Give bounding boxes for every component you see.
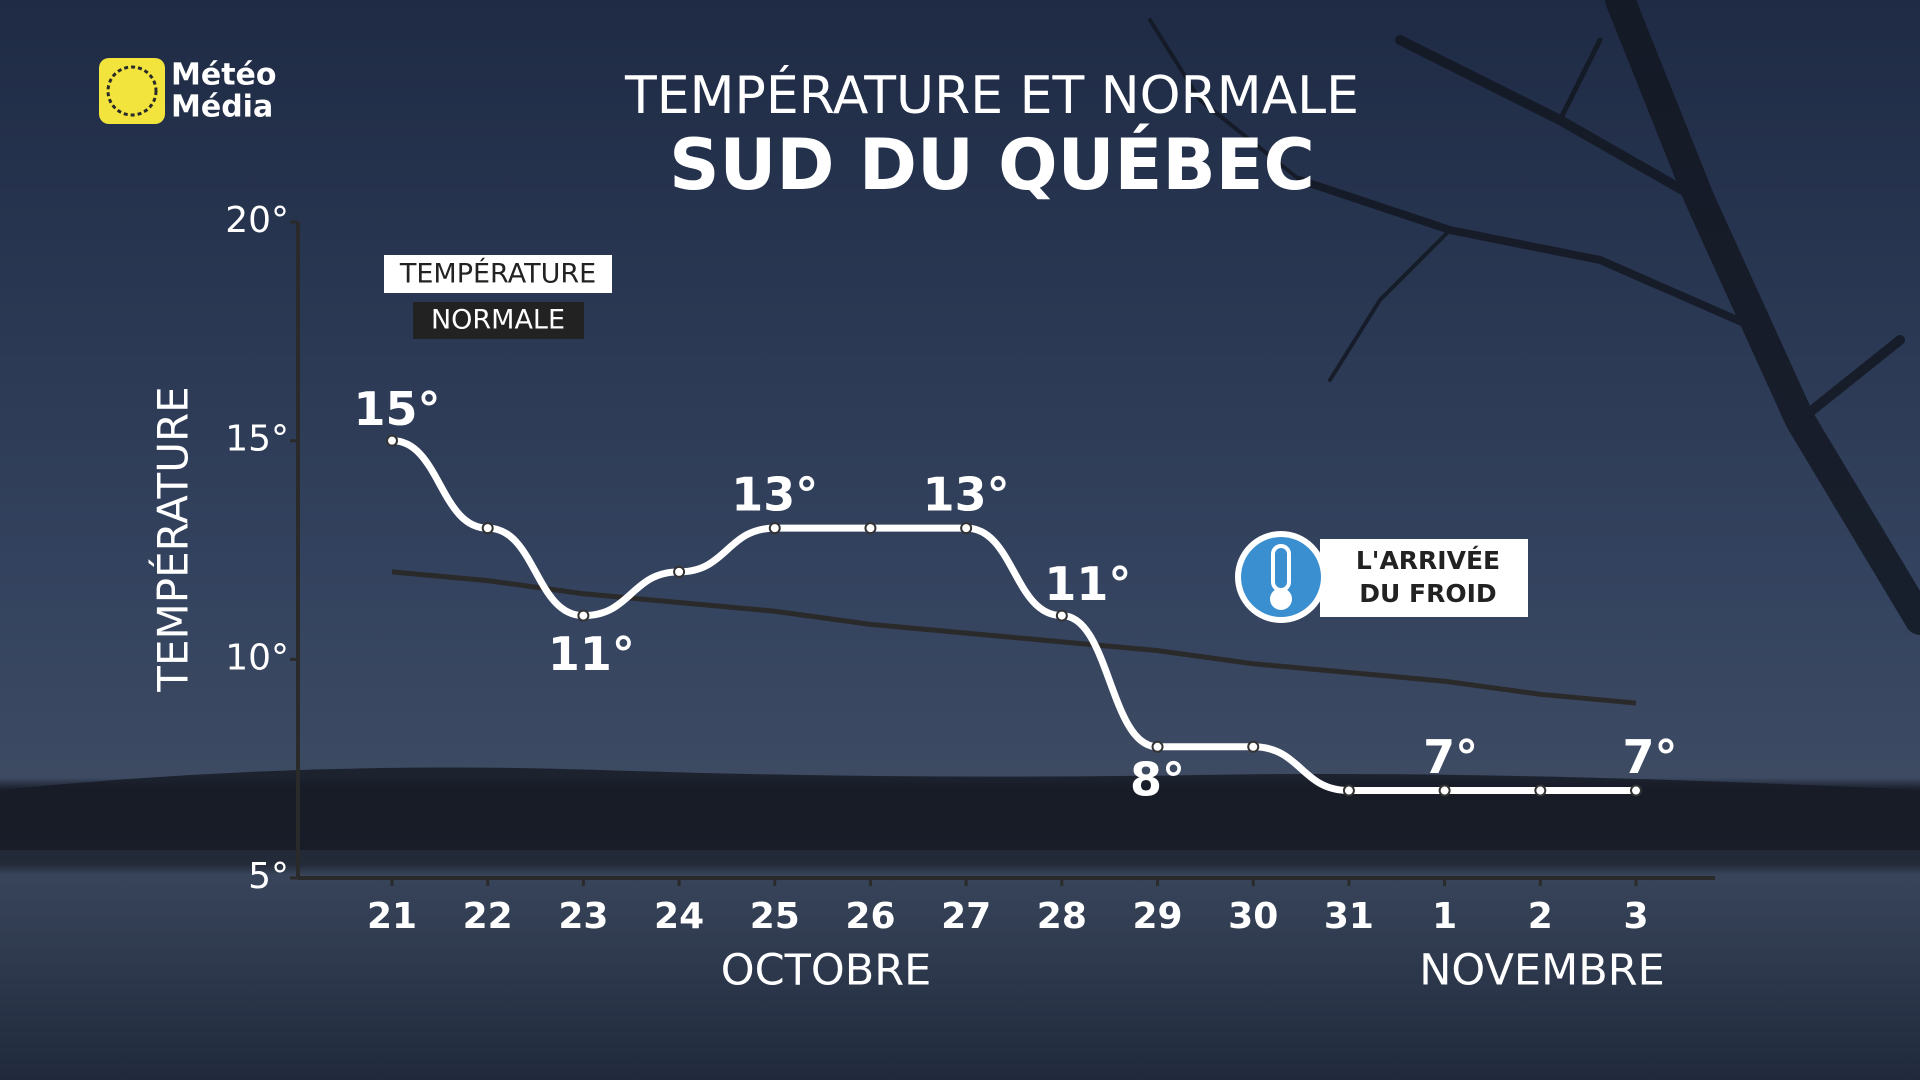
data-point [481, 522, 494, 535]
data-point [386, 434, 398, 447]
logo-text: Météo [171, 58, 277, 93]
value-label: 7° [1622, 730, 1677, 784]
data-point [1151, 740, 1164, 753]
x-tick-label: 31 [1324, 896, 1374, 937]
legend-box [384, 255, 612, 293]
value-label: 13° [923, 468, 1010, 522]
legend-label: NORMALE [431, 305, 565, 336]
thermometer-bulb [1270, 588, 1292, 610]
y-tick-label: 5° [248, 856, 289, 897]
value-label: 15° [353, 382, 440, 436]
data-point [768, 522, 781, 535]
legend-box [413, 302, 584, 339]
chart-title: TEMPÉRATURE ET NORMALE [624, 65, 1359, 126]
tree-branches [1148, 0, 1920, 635]
x-tick-label: 1 [1432, 896, 1457, 937]
data-point [673, 565, 686, 578]
x-tick-label: 29 [1132, 896, 1182, 937]
y-tick-label: 20° [225, 200, 289, 241]
value-label: 11° [1044, 557, 1131, 611]
x-tick-label: 24 [654, 896, 704, 937]
value-label: 8° [1130, 752, 1185, 806]
data-point [1534, 784, 1547, 797]
x-group-label: OCTOBRE [721, 946, 932, 996]
data-point [577, 609, 590, 622]
callout-box [1320, 539, 1528, 617]
x-tick-label: 26 [845, 896, 895, 937]
x-tick-label: 30 [1228, 896, 1278, 937]
y-tick-label: 10° [225, 637, 289, 678]
data-point [960, 522, 973, 535]
data-point [1630, 784, 1642, 797]
x-tick-label: 22 [463, 896, 513, 937]
logo-text: Média [171, 90, 273, 125]
callout-text: L'ARRIVÉE [1356, 546, 1500, 575]
logo-globe [106, 65, 158, 117]
callout-text: DU FROID [1359, 579, 1496, 608]
data-point [1438, 784, 1451, 797]
x-group-label: NOVEMBRE [1419, 946, 1665, 996]
y-axis-label: TEMPÉRATURE [148, 386, 198, 692]
legend-label: TEMPÉRATURE [399, 258, 596, 290]
callout-icon [1241, 537, 1321, 617]
y-tick-label: 15° [225, 419, 289, 460]
x-tick-label: 28 [1037, 896, 1087, 937]
value-label: 7° [1423, 730, 1478, 784]
x-tick-label: 25 [750, 896, 800, 937]
x-tick-label: 21 [367, 896, 417, 937]
x-tick-label: 2 [1528, 896, 1553, 937]
value-label: 11° [548, 627, 635, 681]
temperature-line [391, 437, 1636, 795]
chart-subtitle: SUD DU QUÉBEC [669, 124, 1315, 206]
data-point [1342, 784, 1355, 797]
x-tick-label: 3 [1623, 896, 1648, 937]
x-tick-label: 23 [558, 896, 608, 937]
normal-line [391, 569, 1637, 706]
data-point [1247, 740, 1260, 753]
value-label: 13° [731, 468, 818, 522]
data-point [864, 522, 877, 535]
data-point [1055, 609, 1068, 622]
x-tick-label: 27 [941, 896, 991, 937]
